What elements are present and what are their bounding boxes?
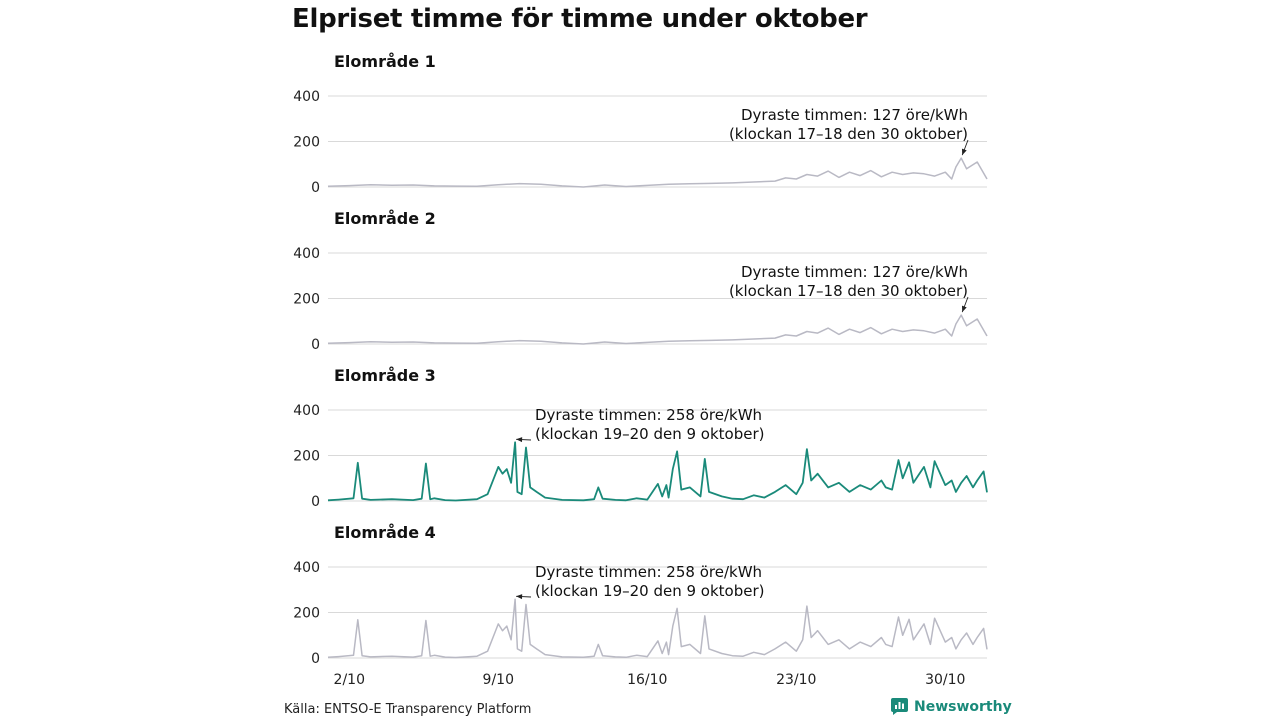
y-tick-label: 400 — [293, 560, 320, 576]
panel-title: Elområde 3 — [334, 366, 436, 385]
x-tick-label: 23/10 — [776, 672, 816, 688]
y-tick-label: 0 — [311, 180, 320, 196]
y-tick-label: 0 — [311, 337, 320, 353]
x-tick-label: 16/10 — [627, 672, 667, 688]
y-tick-label: 400 — [293, 246, 320, 262]
y-tick-label: 200 — [293, 606, 320, 622]
brand-logo: Newsworthy — [891, 698, 1012, 715]
price-line — [327, 598, 988, 659]
annotation-line-2: (klockan 19–20 den 9 oktober) — [535, 425, 765, 443]
newsworthy-logo-icon — [891, 698, 908, 715]
x-tick-label: 2/10 — [334, 672, 365, 688]
y-tick-label: 400 — [293, 403, 320, 419]
annotation-arrowhead — [516, 594, 523, 600]
annotation-line-2: (klockan 17–18 den 30 oktober) — [729, 282, 968, 300]
annotation-line-1: Dyraste timmen: 127 öre/kWh — [741, 106, 968, 124]
brand-name: Newsworthy — [914, 698, 1012, 715]
source-note: Källa: ENTSO-E Transparency Platform — [284, 702, 532, 717]
y-tick-label: 200 — [293, 449, 320, 465]
x-tick-label: 9/10 — [483, 672, 514, 688]
y-tick-label: 200 — [293, 135, 320, 151]
price-line — [327, 441, 988, 502]
panel-title: Elområde 1 — [334, 52, 436, 71]
y-tick-label: 200 — [293, 292, 320, 308]
page-title: Elpriset timme för timme under oktober — [292, 4, 868, 34]
annotation-line-1: Dyraste timmen: 258 öre/kWh — [535, 563, 762, 581]
y-tick-label: 400 — [293, 89, 320, 105]
x-tick-label: 30/10 — [925, 672, 965, 688]
annotation-arrowhead — [516, 437, 523, 443]
price-line — [327, 314, 988, 345]
annotation-arrowhead — [962, 148, 967, 156]
annotation-line-2: (klockan 19–20 den 9 oktober) — [535, 582, 765, 600]
annotation-line-1: Dyraste timmen: 127 öre/kWh — [741, 263, 968, 281]
panel-title: Elområde 4 — [334, 523, 436, 542]
y-tick-label: 0 — [311, 494, 320, 510]
price-line — [327, 157, 988, 188]
annotation-line-1: Dyraste timmen: 258 öre/kWh — [535, 406, 762, 424]
y-tick-label: 0 — [311, 651, 320, 667]
annotation-line-2: (klockan 17–18 den 30 oktober) — [729, 125, 968, 143]
annotation-arrowhead — [962, 305, 967, 313]
panel-title: Elområde 2 — [334, 209, 436, 228]
